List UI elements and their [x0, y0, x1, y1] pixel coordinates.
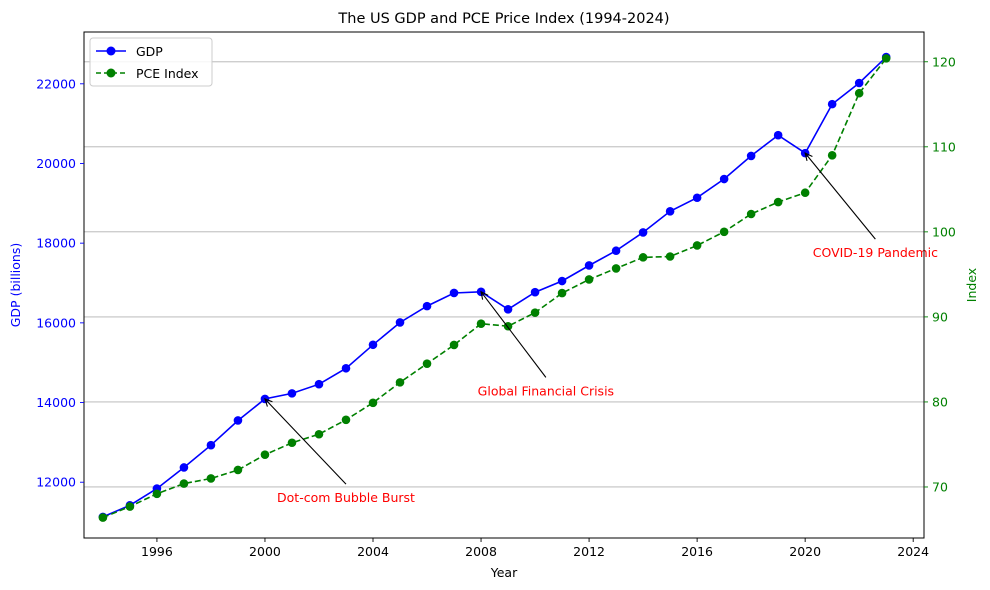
series-point-pce	[341, 415, 351, 425]
series-point-pce	[314, 429, 324, 439]
y-right-tick-label: 90	[932, 309, 948, 324]
series-point-gdp	[422, 301, 432, 311]
y-axis-right-label: Index	[964, 268, 979, 302]
series-point-gdp	[233, 416, 243, 425]
legend: GDP PCE Index	[89, 37, 213, 87]
series-point-pce	[287, 438, 297, 448]
series-point-gdp	[395, 318, 405, 327]
x-tick-label: 1996	[141, 544, 173, 559]
series-point-gdp	[584, 261, 594, 270]
x-tick-label: 2000	[249, 544, 281, 559]
annotation-arrow-head	[480, 290, 489, 300]
series-point-gdp	[341, 363, 351, 373]
series-point-pce	[881, 54, 891, 63]
series-point-pce	[179, 479, 189, 488]
series-point-pce	[800, 188, 810, 198]
series-point-gdp	[449, 288, 459, 298]
axes: 1996 2000 2004 2008 2012 2016 2020 2024 12000 140…	[36, 54, 956, 559]
legend-gdp-marker	[106, 46, 116, 56]
series-point-pce	[206, 474, 216, 483]
series-point-pce	[449, 340, 459, 350]
series-point-gdp	[206, 440, 216, 450]
series-point-gdp	[530, 287, 540, 297]
series-point-pce	[395, 378, 405, 387]
grid	[84, 61, 924, 488]
series-point-gdp	[503, 305, 513, 314]
annotation-arrow-head	[264, 398, 273, 407]
y-left-tick-label: 14000	[36, 395, 76, 410]
series-point-pce	[773, 197, 783, 207]
y-right-tick-label: 110	[932, 139, 956, 154]
series-point-pce	[368, 398, 378, 408]
series-point-pce	[854, 88, 864, 98]
series-point-pce	[584, 275, 594, 284]
legend-pce-label: PCE Index	[136, 66, 199, 81]
series-point-pce	[476, 319, 486, 328]
series-point-pce	[530, 308, 540, 317]
annotation-label: Global Financial Crisis	[478, 383, 614, 398]
series-point-gdp	[746, 151, 756, 161]
series-point-gdp	[368, 340, 378, 350]
series-point-pce	[233, 465, 243, 475]
x-tick-label: 2020	[789, 544, 821, 559]
series-point-pce	[719, 227, 729, 237]
y-right-tick-label: 80	[932, 394, 948, 409]
series-point-pce	[611, 264, 621, 273]
annotation-arrow-line	[480, 291, 547, 378]
x-tick-label: 2024	[897, 544, 929, 559]
y-left-tick-label: 22000	[36, 76, 76, 91]
series-point-pce	[692, 241, 702, 250]
x-tick-label: 2016	[681, 544, 713, 559]
series-point-gdp	[179, 463, 189, 472]
series-point-gdp	[773, 130, 783, 140]
y-right-tick-label: 120	[932, 54, 956, 69]
annotation-arrow-line	[264, 398, 347, 485]
annotation-arrow-line	[804, 152, 876, 240]
series-point-gdp	[665, 206, 675, 216]
series-point-pce	[260, 450, 270, 459]
series-point-pce	[125, 502, 135, 511]
series-point-pce	[746, 209, 756, 219]
annotation-label: Dot-com Bubble Burst	[277, 490, 415, 505]
legend-box	[89, 37, 213, 87]
series-point-gdp	[314, 379, 324, 389]
y-left-tick-label: 16000	[36, 315, 76, 330]
series-point-pce	[422, 359, 432, 368]
x-tick-label: 2008	[465, 544, 497, 559]
x-axis-label: Year	[490, 565, 518, 580]
series-line-pce	[102, 57, 887, 519]
annotations: Dot-com Bubble Burst Global Financial Cri…	[264, 152, 938, 505]
chart-title: The US GDP and PCE Price Index (1994-202…	[337, 11, 669, 27]
series-point-pce	[557, 288, 567, 298]
series-point-gdp	[827, 99, 837, 109]
x-tick-label: 2012	[573, 544, 605, 559]
series-point-pce	[665, 252, 675, 261]
annotation-label: COVID-19 Pandemic	[813, 245, 938, 260]
series-point-gdp	[692, 193, 702, 203]
series-point-gdp	[719, 174, 729, 184]
series-point-gdp	[638, 228, 648, 237]
series-point-gdp	[557, 276, 567, 286]
series-point-gdp	[611, 246, 621, 256]
series-point-pce	[152, 489, 162, 499]
series-point-pce	[638, 253, 648, 262]
series-line-gdp	[102, 56, 887, 518]
annotation-arrow-head	[804, 152, 813, 162]
y-left-tick-label: 18000	[36, 236, 76, 251]
y-axis-left-label: GDP (billions)	[8, 243, 23, 328]
x-tick-label: 2004	[357, 544, 389, 559]
series-point-gdp	[854, 78, 864, 88]
series-point-pce	[827, 151, 837, 160]
series-lines	[98, 52, 891, 522]
series-point-pce	[98, 513, 108, 522]
y-right-tick-label: 100	[932, 224, 956, 239]
series-point-gdp	[287, 389, 297, 398]
y-left-tick-label: 20000	[36, 156, 76, 171]
plot-frame	[83, 31, 925, 539]
y-left-tick-label: 12000	[36, 475, 76, 490]
y-right-tick-label: 70	[932, 479, 948, 494]
legend-pce-marker	[106, 68, 116, 78]
legend-gdp-label: GDP	[136, 44, 163, 59]
